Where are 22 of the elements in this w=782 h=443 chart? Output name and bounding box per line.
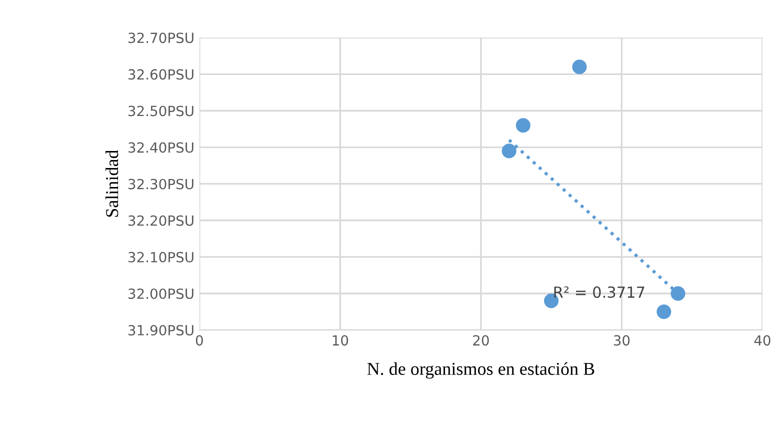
point — [502, 144, 516, 158]
x-tick-label: 30 — [614, 335, 630, 346]
y-tick-label: 32.70PSU — [128, 32, 194, 44]
point — [572, 60, 587, 74]
y-tick-label: 32.50PSU — [128, 106, 194, 116]
y-axis-title: Salinidad — [106, 150, 118, 217]
x-tick-label: 0 — [196, 335, 203, 346]
point — [516, 118, 530, 133]
point — [656, 304, 672, 320]
x-axis-title: N. de organismos en estación B — [367, 362, 594, 379]
y-tick-label: 32.20PSU — [128, 215, 194, 226]
y-tick-label: 31.90PSU — [128, 325, 194, 336]
y-tick-label: 32.10PSU — [128, 252, 194, 262]
x-tick-label: 20 — [473, 335, 489, 346]
x-tick-label: 40 — [754, 335, 770, 346]
y-tick-label: 32.30PSU — [128, 178, 194, 190]
y-tick-label: 32.60PSU — [128, 69, 194, 80]
point — [670, 286, 686, 301]
annotation: R² = 0.3717 — [554, 286, 644, 298]
x-tick-label: 10 — [332, 335, 348, 346]
y-tick-label: 32.00PSU — [128, 288, 194, 299]
y-tick-label: 32.40PSU — [128, 142, 194, 153]
